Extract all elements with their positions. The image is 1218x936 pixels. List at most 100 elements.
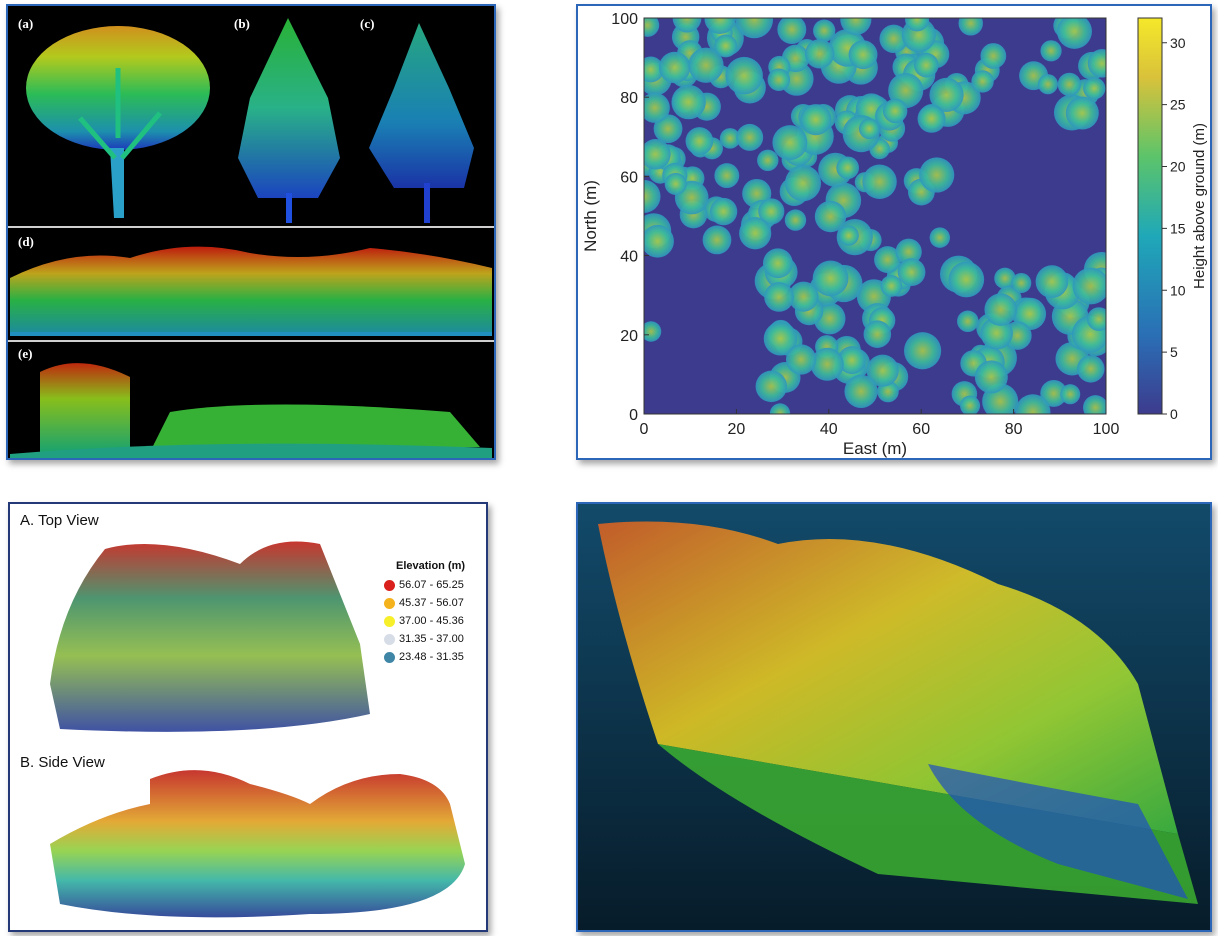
tree-crown (739, 217, 772, 250)
forest-3d-pointcloud-panel (576, 502, 1212, 932)
x-axis-label: East (m) (843, 439, 907, 458)
tree-crown (1057, 72, 1082, 97)
y-tick-label: 100 (611, 11, 638, 28)
tree-crown (644, 56, 664, 83)
tree-crown (1037, 74, 1058, 95)
plot-frame (643, 17, 1107, 415)
tree-crown (736, 123, 764, 151)
tree-crown (714, 34, 738, 58)
tree-crown (957, 310, 979, 333)
tree-crown (658, 51, 691, 84)
tree-crown (644, 92, 670, 123)
top-view-pointcloud (50, 541, 370, 732)
tree-crown (719, 128, 741, 149)
tree-crown (672, 18, 702, 33)
tree-crown (929, 227, 951, 248)
x-tick-label: 20 (728, 421, 746, 438)
tree-crown (897, 258, 926, 287)
tree-crown (735, 18, 774, 39)
forest-low-points (928, 764, 1188, 899)
tree-crown (1060, 384, 1081, 405)
tree-crown (758, 198, 785, 225)
tree-crown (1086, 307, 1106, 331)
tree-crown (959, 395, 981, 414)
tree-crown (757, 149, 779, 172)
tree-a-pointcloud (26, 26, 210, 218)
tree-crown (904, 18, 930, 32)
x-tick-label: 100 (1093, 421, 1120, 438)
tree-crown (862, 164, 897, 199)
legend-swatch (384, 597, 395, 609)
tree-crown (762, 248, 793, 279)
tree-crown (974, 360, 1008, 394)
y-tick-label: 20 (620, 328, 638, 345)
tree-crown (866, 354, 899, 387)
tree-crown (1015, 394, 1051, 414)
tree-crown (772, 125, 808, 161)
tree-crown-layer (644, 18, 1106, 414)
tree-crown (1065, 96, 1099, 130)
elevation-views-panel: A. Top View Elevation (m) 56.07 - 65.25 … (8, 502, 488, 932)
tree-crown (685, 127, 714, 155)
side-view-pointcloud (50, 770, 465, 918)
colorbar-tick-label: 30 (1170, 35, 1186, 51)
x-tick-label: 40 (820, 421, 838, 438)
y-tick-label: 0 (629, 407, 638, 424)
tree-crown (837, 346, 866, 375)
tree-crown (1056, 18, 1092, 49)
tree-crown (929, 77, 964, 112)
tree-c-image (354, 8, 494, 226)
canopy-height-chart-panel: 0 20 40 60 80 100 0 20 40 60 80 100 East (m) North… (576, 4, 1212, 460)
tree-crown (863, 320, 892, 348)
tree-crown (769, 403, 791, 414)
tree-crown (664, 172, 687, 195)
label-e: (e) (18, 346, 33, 361)
tree-crown (763, 321, 798, 356)
tree-crown (688, 47, 724, 83)
tree-crown (1083, 395, 1106, 414)
tree-crown (810, 347, 844, 381)
tree-crown (709, 197, 738, 226)
tree-crown (785, 344, 817, 375)
tree-crown (895, 238, 922, 265)
tree-crown (1072, 267, 1106, 305)
tree-crown (904, 332, 942, 370)
tree-crown (848, 40, 878, 70)
legend-swatch (384, 633, 395, 645)
tree-crown (814, 200, 847, 233)
colorbar-tick-label: 10 (1170, 282, 1186, 298)
legend-swatch (384, 615, 395, 627)
tree-crown (644, 18, 660, 37)
colorbar-tick-label: 0 (1170, 406, 1178, 422)
tree-crown (1011, 272, 1032, 294)
legend-item: 37.00 - 45.36 (384, 614, 464, 628)
tree-crown (880, 275, 903, 297)
y-tick-label: 60 (620, 169, 638, 186)
tree-crown (958, 18, 983, 36)
colorbar-tick-label: 25 (1170, 97, 1186, 113)
legend-item: 45.37 - 56.07 (384, 596, 464, 610)
forest-d-pointcloud (10, 246, 492, 336)
top-view-title: A. Top View (20, 512, 99, 529)
tree-crown (1035, 265, 1069, 298)
tree-crown (874, 246, 902, 274)
tree-crown (994, 267, 1016, 290)
tree-crown (812, 260, 849, 297)
legend-item: 23.48 - 31.35 (384, 650, 464, 664)
tree-crown (858, 118, 880, 140)
tree-crown (1013, 297, 1047, 331)
tree-crown (804, 39, 835, 69)
tree-crown (1087, 49, 1106, 78)
side-view-title: B. Side View (20, 754, 105, 771)
tree-crown (984, 293, 1017, 326)
tree-crown (784, 209, 807, 231)
legend-title: Elevation (m) (396, 560, 466, 572)
forest-e-image (10, 342, 492, 458)
tree-crown (704, 18, 736, 34)
tree-crown (1083, 77, 1106, 100)
forest-3d-pointcloud (578, 504, 1210, 930)
tree-crown (919, 157, 955, 193)
colorbar-tick-label: 20 (1170, 159, 1186, 175)
tree-crown (644, 139, 671, 170)
